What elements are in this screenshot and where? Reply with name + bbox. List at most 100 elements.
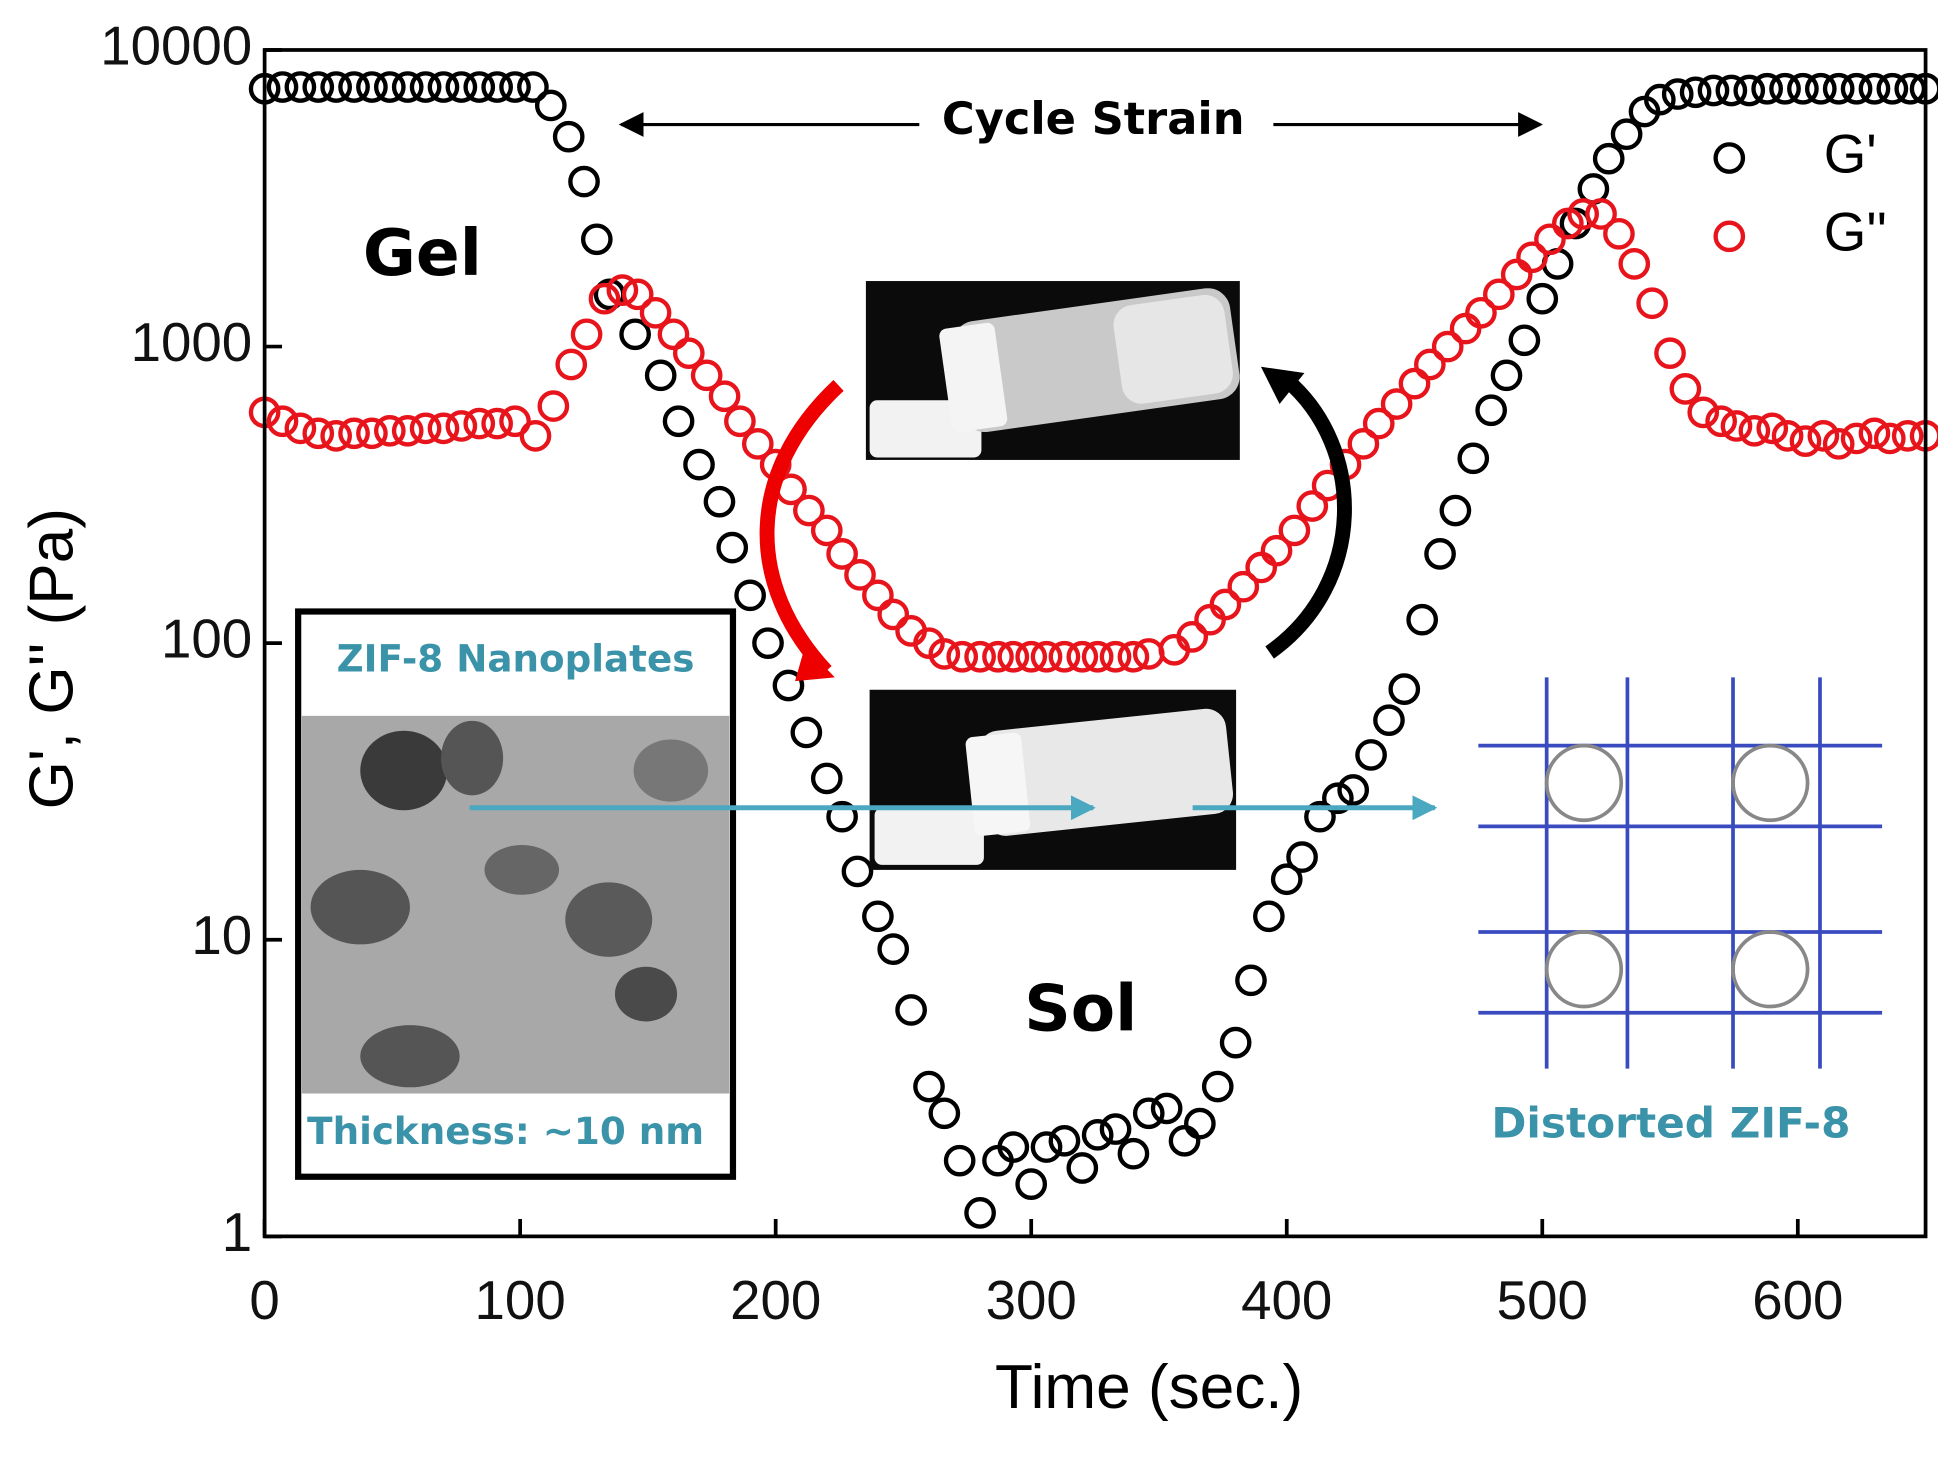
marker	[1347, 427, 1380, 460]
red-arrow-head	[795, 646, 835, 682]
marker	[1669, 373, 1702, 405]
marker	[1858, 417, 1891, 450]
marker	[841, 855, 874, 888]
marker	[391, 414, 424, 447]
marker	[1362, 407, 1395, 440]
marker	[320, 420, 353, 452]
marker	[1551, 207, 1584, 240]
marker	[1771, 420, 1804, 452]
marker	[266, 71, 299, 103]
y-axis-label: G', G'' (Pa)	[17, 508, 86, 809]
marker	[862, 579, 894, 612]
marker	[302, 71, 335, 103]
annotation: Sol	[1024, 971, 1137, 1046]
marker	[1209, 588, 1242, 621]
annotation: ZIF-8 Nanoplates	[337, 637, 695, 681]
y-tick-label: 100	[161, 609, 252, 670]
marker	[1643, 83, 1676, 116]
marker	[517, 71, 549, 103]
marker	[1679, 76, 1712, 109]
marker	[1465, 296, 1497, 329]
marker	[724, 405, 756, 438]
marker	[1769, 72, 1801, 105]
marker	[1424, 538, 1456, 570]
marker	[409, 412, 442, 445]
x-tick-label: 500	[1497, 1270, 1588, 1331]
marker	[537, 390, 570, 422]
marker	[1337, 774, 1370, 806]
marker	[1296, 490, 1329, 522]
marker	[1449, 312, 1482, 345]
marker	[1876, 72, 1909, 105]
x-tick-label: 600	[1752, 1270, 1843, 1331]
marker	[1482, 278, 1515, 311]
marker	[1030, 640, 1063, 673]
marker	[1194, 603, 1226, 636]
marker	[1603, 217, 1635, 250]
marker	[708, 380, 741, 413]
marker	[1245, 551, 1278, 584]
legend-marker	[1713, 220, 1746, 253]
marker	[391, 71, 424, 103]
marker	[1585, 198, 1617, 230]
marker	[716, 531, 749, 564]
annotation: Gel	[363, 216, 482, 291]
marker	[302, 417, 335, 450]
marker	[1406, 603, 1439, 636]
marker	[427, 71, 460, 103]
marker	[580, 223, 613, 256]
plot-area	[248, 71, 1938, 1229]
marker	[445, 410, 478, 442]
marker	[877, 598, 910, 631]
marker	[752, 627, 784, 660]
marker	[1457, 442, 1490, 475]
marker	[570, 318, 603, 351]
marker	[266, 405, 299, 438]
marker	[895, 994, 927, 1026]
structure-inset	[1478, 677, 1883, 1069]
legend-marker	[1713, 142, 1746, 174]
marker	[1822, 72, 1855, 105]
marker	[946, 640, 979, 673]
marker	[1516, 241, 1548, 274]
marker	[1355, 739, 1387, 771]
tem-inset	[295, 608, 737, 1180]
marker	[1398, 367, 1431, 400]
marker	[1807, 420, 1840, 452]
marker	[1414, 348, 1446, 381]
marker	[1322, 782, 1354, 815]
marker	[356, 71, 388, 103]
marker	[1099, 640, 1132, 673]
marker	[1270, 863, 1303, 896]
marker	[1508, 324, 1541, 357]
marker	[1475, 394, 1508, 427]
annotation: Cycle Strain	[942, 92, 1245, 145]
marker	[1388, 673, 1421, 705]
marker	[790, 716, 823, 749]
marker	[1751, 72, 1783, 105]
marker	[644, 359, 677, 392]
marker	[657, 318, 690, 351]
marker	[928, 1097, 961, 1130]
marker	[1048, 1124, 1081, 1157]
marker	[1015, 1168, 1048, 1200]
marker	[1490, 359, 1523, 392]
marker	[1066, 1152, 1099, 1184]
marker	[373, 414, 406, 447]
marker	[1618, 248, 1651, 280]
marker	[734, 579, 766, 612]
y-tick-label: 10	[191, 905, 252, 966]
marker	[1715, 74, 1748, 107]
marker	[1048, 640, 1081, 673]
marker	[690, 359, 723, 392]
marker	[1567, 198, 1600, 230]
red-arrow	[759, 379, 844, 677]
x-tick-label: 100	[475, 1270, 566, 1331]
marker	[1227, 570, 1260, 603]
marker	[1891, 420, 1924, 452]
marker	[1253, 900, 1285, 933]
black-arrow	[1265, 373, 1352, 659]
marker	[606, 274, 639, 306]
marker	[741, 427, 774, 460]
